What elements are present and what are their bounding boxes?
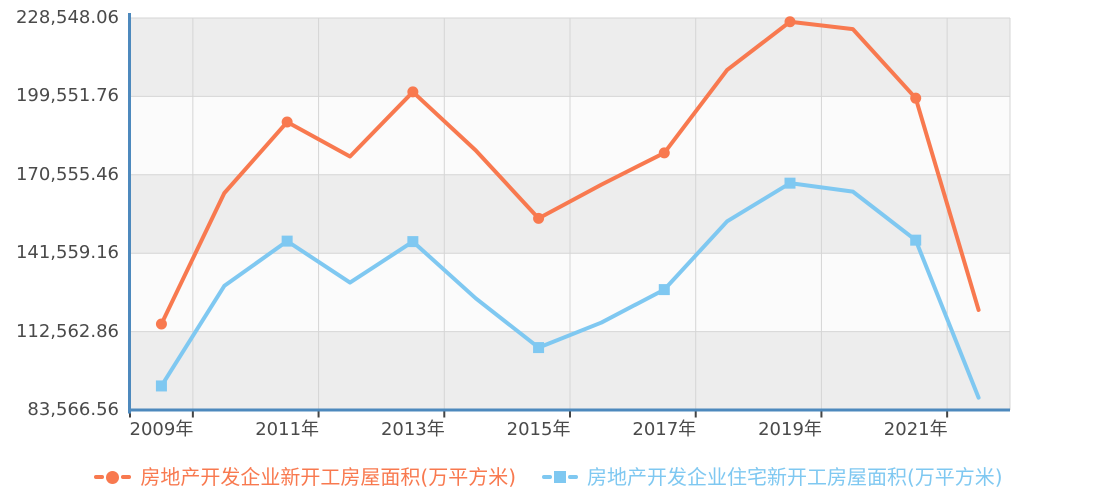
y-axis-label: 199,551.76 [15, 85, 119, 107]
series-line-0 [159, 19, 981, 326]
y-axis-label: 228,548.06 [15, 7, 119, 28]
data-point-series-0[interactable] [658, 147, 670, 159]
data-point-series-1[interactable] [910, 234, 922, 246]
data-point-series-1[interactable] [281, 235, 293, 247]
data-point-series-0[interactable] [910, 92, 922, 104]
x-axis-line [128, 408, 1010, 412]
y-axis-label: 170,555.46 [15, 163, 119, 185]
x-axis-label: 2009年 [129, 419, 194, 440]
y-axis-label: 141,559.16 [15, 242, 119, 264]
data-point-series-1[interactable] [533, 342, 545, 354]
x-axis-label: 2011年 [255, 419, 320, 440]
data-point-series-1[interactable] [155, 380, 167, 392]
legend-item-total-floor-space-started[interactable]: 房地产开发企业新开工房屋面积(万平方米) [94, 464, 516, 490]
series-line-1 [159, 181, 981, 400]
x-axis-label: 2019年 [758, 419, 822, 440]
data-point-series-0[interactable] [155, 318, 167, 330]
x-axis-label: 2013年 [380, 419, 445, 440]
data-point-series-0[interactable] [281, 116, 293, 128]
data-point-series-1[interactable] [407, 236, 419, 248]
x-axis-label: 2021年 [883, 419, 948, 440]
x-axis-label: 2017年 [632, 419, 697, 440]
chart-legend: 房地产开发企业新开工房屋面积(万平方米) 房地产开发企业住宅新开工房屋面积(万平… [0, 464, 1097, 490]
data-point-series-1[interactable] [658, 284, 670, 296]
legend-label-residential-floor-space-started: 房地产开发企业住宅新开工房屋面积(万平方米) [587, 465, 1003, 489]
data-point-series-0[interactable] [533, 212, 545, 224]
data-point-series-1[interactable] [784, 177, 796, 189]
legend-item-residential-floor-space-started[interactable]: 房地产开发企业住宅新开工房屋面积(万平方米) [542, 464, 1003, 490]
legend-label-total-floor-space-started: 房地产开发企业新开工房屋面积(万平方米) [140, 465, 516, 489]
legend-line-circle-icon [94, 470, 132, 484]
y-axis-line [128, 13, 131, 414]
data-point-series-0[interactable] [407, 86, 419, 98]
y-axis-label: 112,562.86 [15, 320, 119, 342]
data-point-series-0[interactable] [784, 16, 796, 28]
x-axis-label: 2015年 [506, 419, 571, 440]
legend-line-square-icon [542, 471, 578, 483]
y-axis-label: 83,566.56 [27, 399, 119, 420]
